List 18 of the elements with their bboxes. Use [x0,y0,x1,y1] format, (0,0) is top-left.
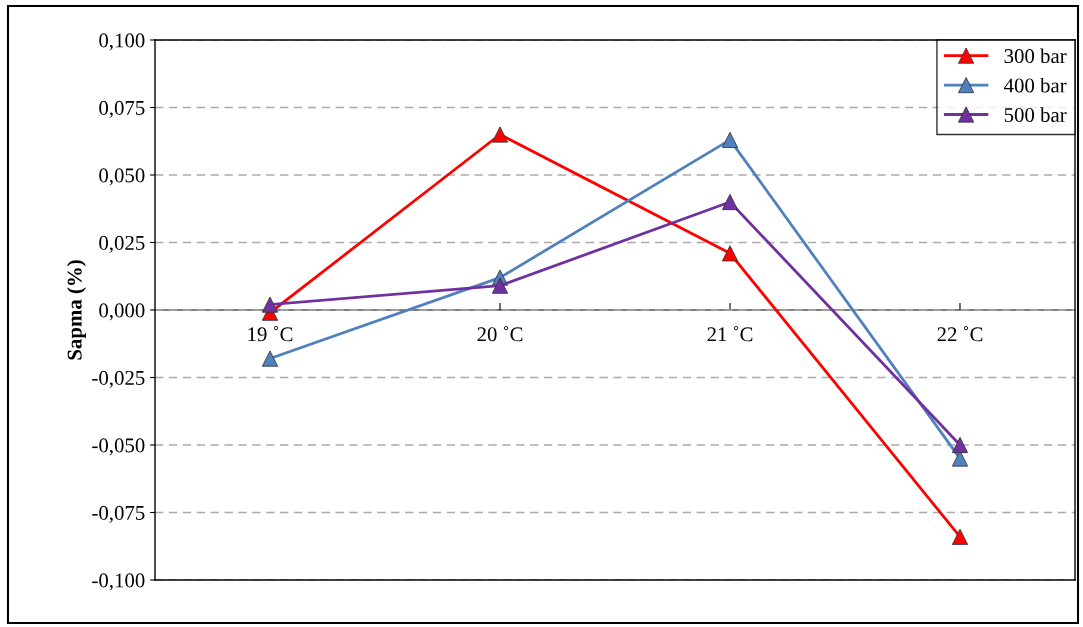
y-tick-label: 0,025 [99,235,145,253]
y-tick-label: 0,050 [99,168,145,186]
x-tick-label: 19 ˚C [248,326,293,342]
point [951,436,969,454]
x-tick-label: 22 ˚C [937,326,983,342]
legend-label: 500 bar [1004,107,1067,122]
x-tick-label: 21 ˚C [707,326,753,342]
legend-label: 300 bar [1004,48,1067,64]
y-tick-label: 0,075 [99,100,145,118]
y-tick-label: 0,000 [99,303,145,321]
x-tick-label: 20 ˚C [477,326,523,342]
y-tick-label: -0,025 [92,370,145,388]
y-axis-title: Sapma (%) [67,260,86,360]
y-tick-label: 0,100 [99,33,145,51]
y-tick-label: -0,100 [92,573,145,591]
y-tick-label: -0,075 [92,505,145,523]
legend-label: 400 bar [1004,77,1067,93]
y-tick-label: -0,050 [92,438,145,456]
